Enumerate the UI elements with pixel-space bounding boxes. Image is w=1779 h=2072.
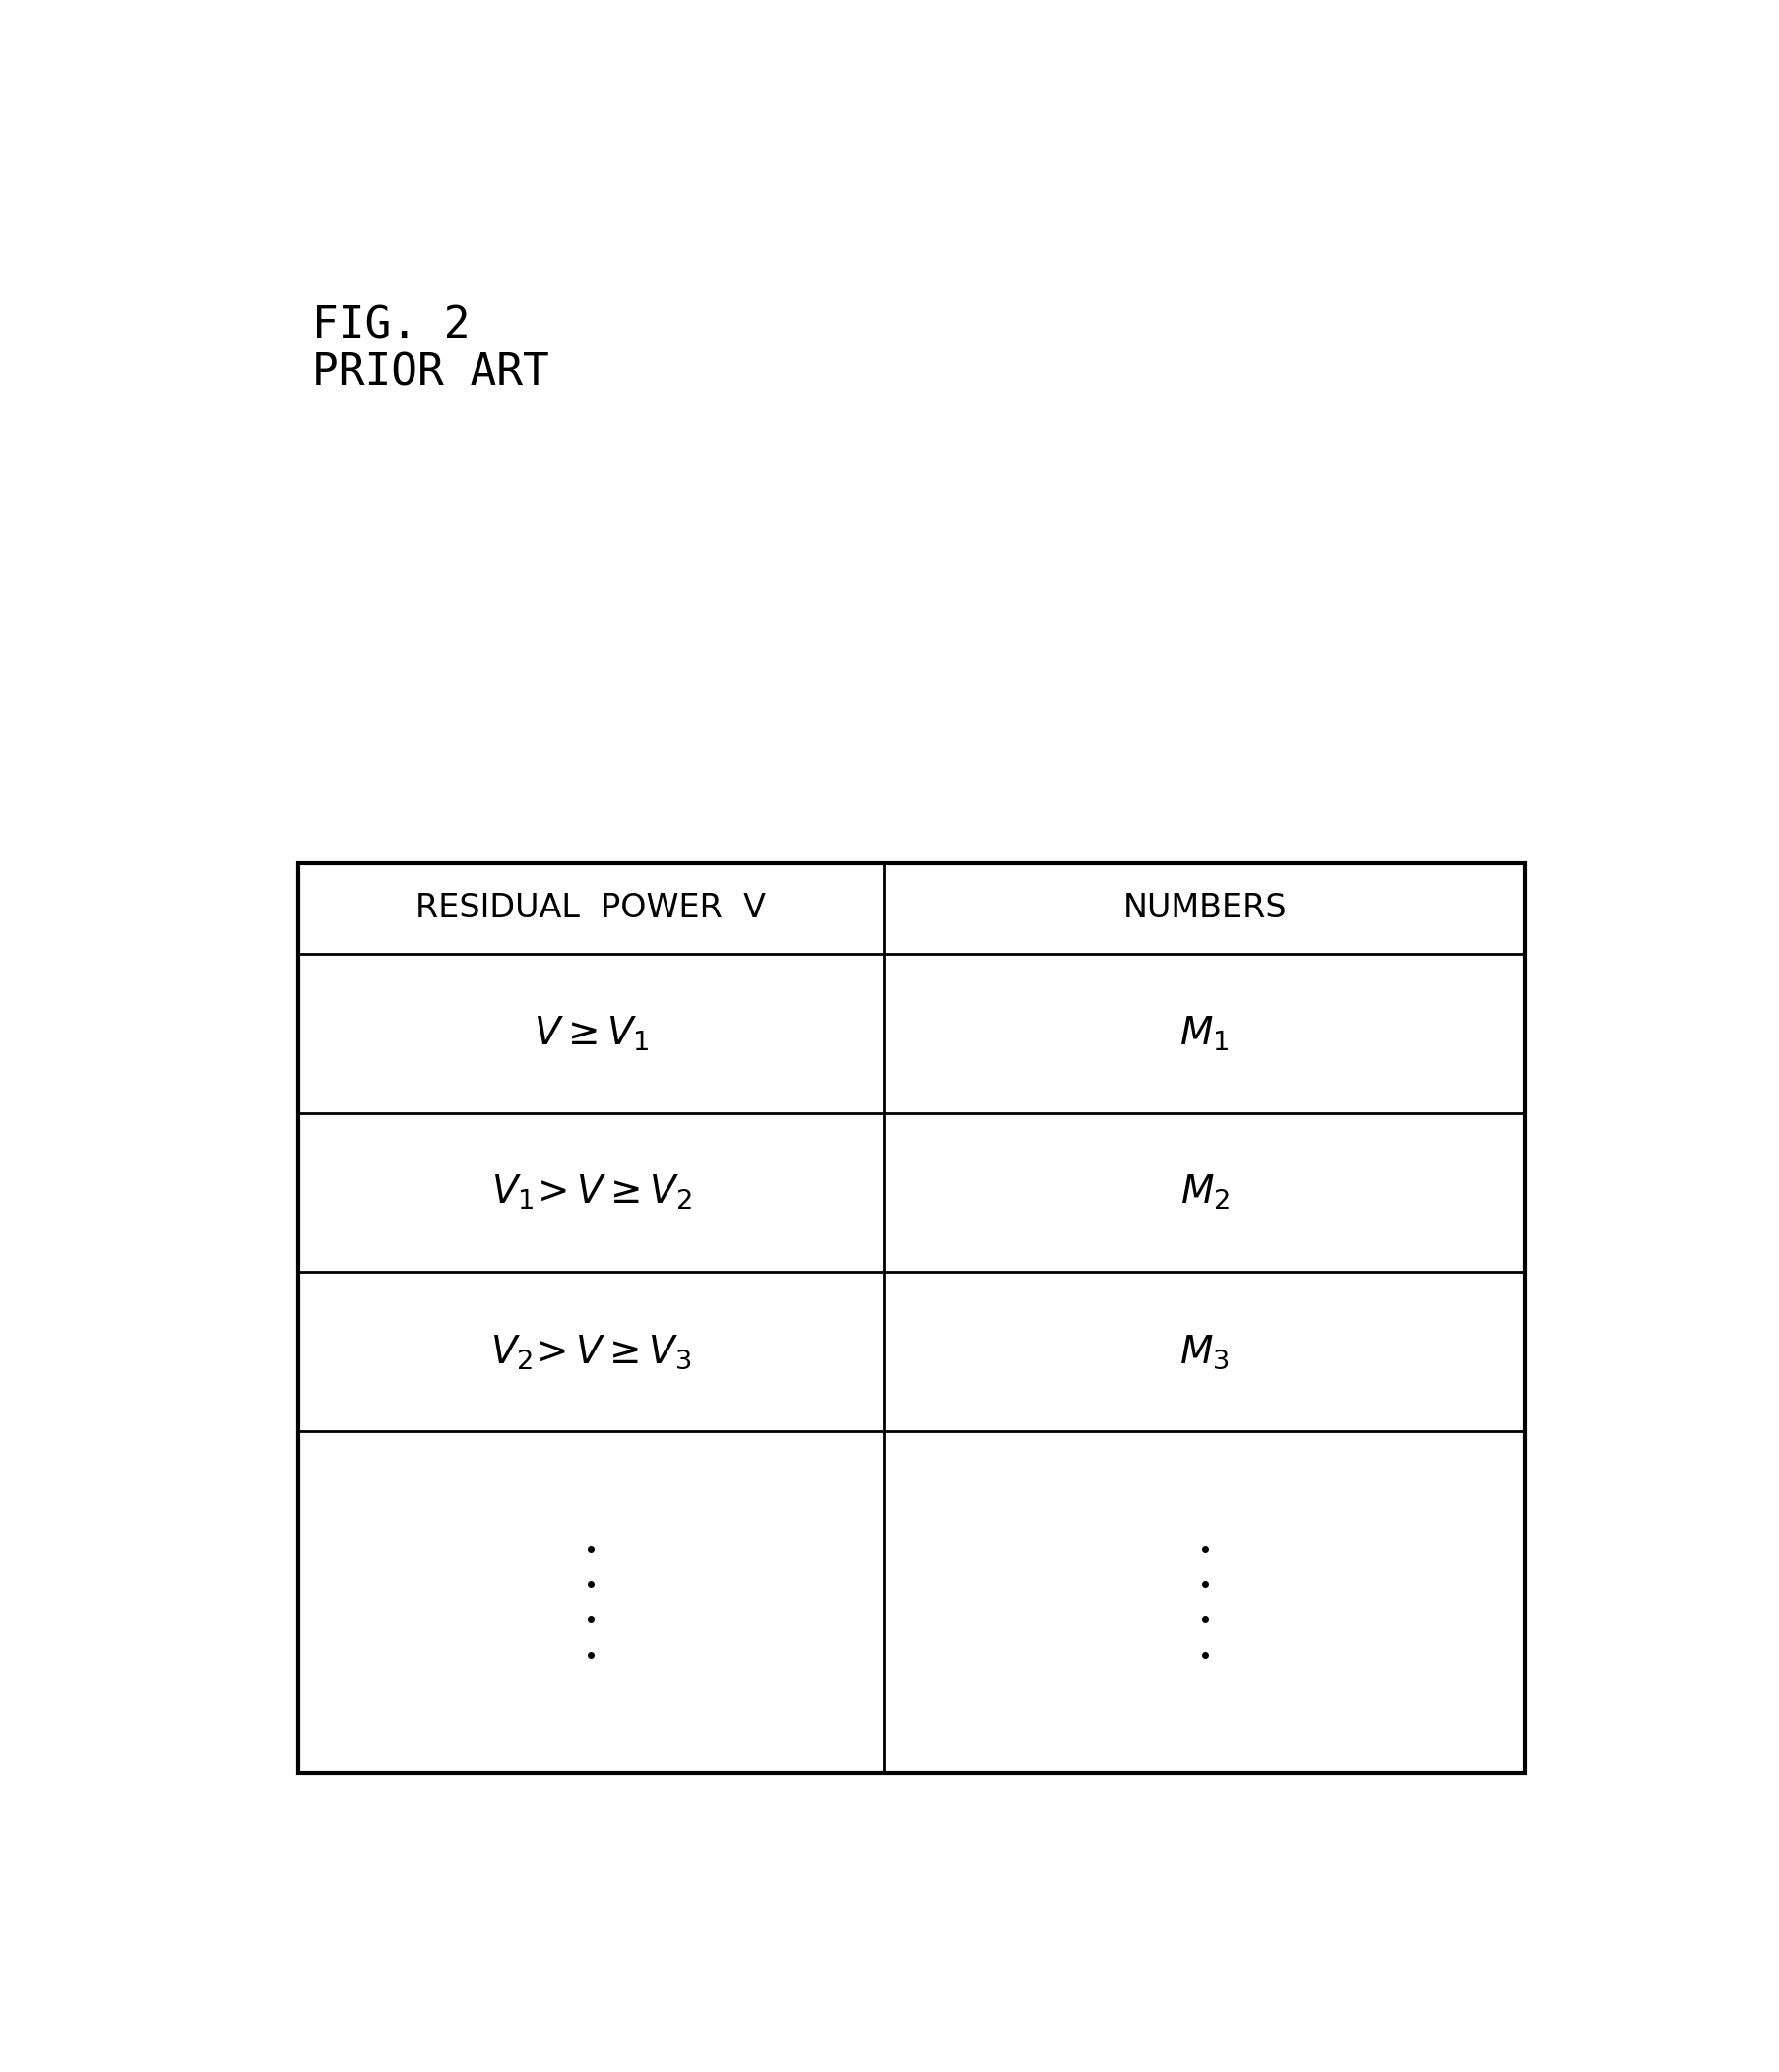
Text: $M_1$: $M_1$ xyxy=(1179,1013,1229,1053)
Text: $M_3$: $M_3$ xyxy=(1179,1332,1229,1372)
Text: $V_1\!>V \geq V_2$: $V_1\!>V \geq V_2$ xyxy=(491,1173,692,1212)
Text: $V_2\!>V \geq V_3$: $V_2\!>V \geq V_3$ xyxy=(491,1332,692,1372)
Text: PRIOR ART: PRIOR ART xyxy=(311,352,550,394)
Text: $V\geq V_1$: $V\geq V_1$ xyxy=(534,1013,649,1053)
Text: NUMBERS: NUMBERS xyxy=(1123,893,1286,924)
Bar xyxy=(299,862,1525,1772)
Text: RESIDUAL  POWER  V: RESIDUAL POWER V xyxy=(416,893,767,924)
Text: FIG. 2: FIG. 2 xyxy=(311,305,470,346)
Text: $M_2$: $M_2$ xyxy=(1179,1173,1229,1212)
